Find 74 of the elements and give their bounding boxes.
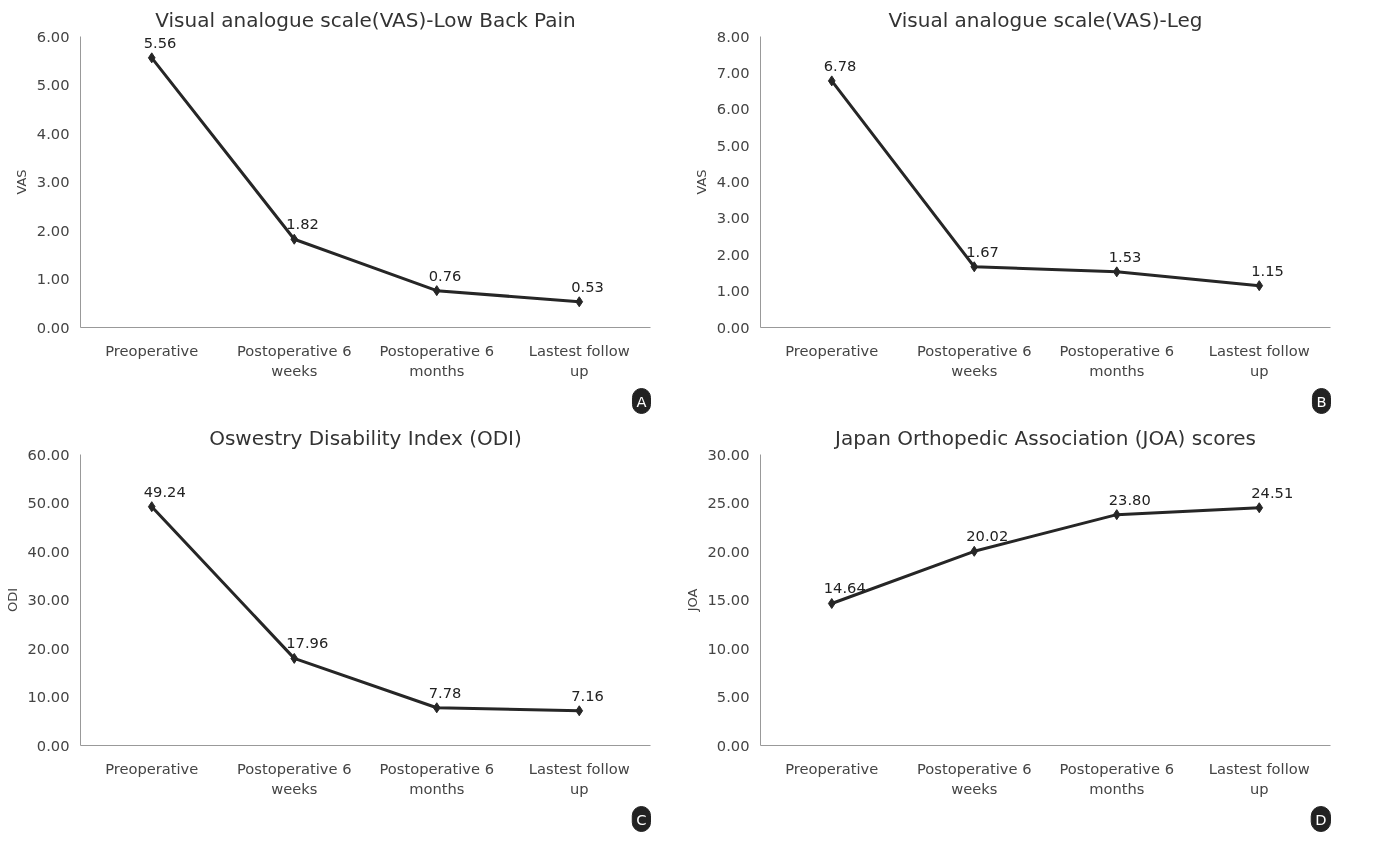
x-tick-label: Lastest follow up <box>528 759 630 797</box>
data-label: 17.96 <box>286 634 329 652</box>
y-tick-label: 3.00 <box>716 209 750 227</box>
y-tick-label: 5.00 <box>716 688 750 705</box>
y-tick-label: 0.00 <box>716 736 750 754</box>
y-tick-label: 25.00 <box>707 494 750 511</box>
y-axis-title: ODI <box>4 587 20 613</box>
text: C <box>636 810 647 828</box>
x-tick-label: Postoperative 6 months <box>379 759 494 797</box>
y-tick-label: 4.00 <box>36 124 70 142</box>
data-label: 6.78 <box>823 56 857 74</box>
data-label: 1.82 <box>286 215 319 233</box>
y-tick-label: 6.00 <box>36 27 70 45</box>
x-tick-label: Postoperative 6 weeks <box>237 341 352 379</box>
x-tick-label: Preoperative <box>105 341 199 359</box>
y-tick-label: 20.00 <box>707 542 750 560</box>
y-tick-label: 1.00 <box>36 270 70 287</box>
chart-title: Oswestry Disability Index (ODI) <box>209 425 522 450</box>
y-tick-label: 50.00 <box>27 494 70 511</box>
y-tick-label: 15.00 <box>707 591 750 608</box>
data-label: 1.53 <box>1108 247 1142 265</box>
y-axis-title: VAS <box>13 169 29 195</box>
chart-title: Visual analogue scale(VAS)-Leg <box>888 7 1203 32</box>
chart-title: Japan Orthopedic Association (JOA) scores <box>833 425 1256 450</box>
x-tick-label: Lastest follow up <box>1208 341 1310 379</box>
text: B <box>1316 392 1327 410</box>
x-tick-label: Postoperative 6 weeks <box>917 341 1032 379</box>
x-tick-label: Postoperative 6 weeks <box>917 759 1032 797</box>
y-tick-label: 0.00 <box>716 318 750 336</box>
y-tick-label: 30.00 <box>707 445 750 463</box>
x-tick-label: Preoperative <box>785 759 879 777</box>
y-tick-label: 7.00 <box>716 63 750 81</box>
data-label: 7.78 <box>428 683 462 701</box>
y-tick-label: 0.00 <box>36 736 70 754</box>
y-tick-label: 20.00 <box>27 639 70 657</box>
y-tick-label: 10.00 <box>707 639 750 657</box>
text: D <box>1315 810 1327 828</box>
x-tick-label: Postoperative 6 weeks <box>237 759 352 797</box>
x-tick-label: Postoperative 6 months <box>379 341 494 379</box>
text: 14.64 <box>823 579 866 597</box>
x-tick-label: Preoperative <box>785 341 879 359</box>
x-tick-label: Lastest follow up <box>528 341 630 379</box>
x-tick-label: Lastest follow up <box>1208 759 1310 797</box>
y-tick-label: 1.00 <box>716 282 750 300</box>
data-label: 1.67 <box>966 242 999 260</box>
y-tick-label: 40.00 <box>27 542 70 560</box>
y-tick-label: 6.00 <box>716 100 750 118</box>
y-tick-label: 5.00 <box>716 136 750 154</box>
y-tick-label: 2.00 <box>36 221 70 239</box>
y-tick-label: 0.00 <box>36 318 70 336</box>
data-label: 0.76 <box>428 266 462 284</box>
y-tick-label: 60.00 <box>27 445 70 463</box>
y-axis-title: JOA <box>684 588 700 613</box>
y-tick-label: 10.00 <box>27 688 70 705</box>
text: 20.02 <box>966 527 1009 545</box>
y-tick-label: 3.00 <box>36 173 70 190</box>
y-tick-label: 8.00 <box>716 27 750 45</box>
y-tick-label: 5.00 <box>36 76 70 93</box>
data-label: 1.15 <box>1251 261 1284 279</box>
text: 23.80 <box>1108 490 1151 508</box>
x-tick-label: Postoperative 6 months <box>1059 341 1174 379</box>
data-label: 0.53 <box>571 277 604 295</box>
chart-title: Visual analogue scale(VAS)-Low Back Pain <box>155 7 576 32</box>
data-label: 5.56 <box>143 33 177 51</box>
y-tick-label: 30.00 <box>27 591 70 608</box>
text: A <box>636 392 647 410</box>
y-axis-title: VAS <box>693 169 709 195</box>
text: 24.51 <box>1251 483 1294 501</box>
x-tick-label: Preoperative <box>105 759 199 777</box>
data-label: 7.16 <box>571 686 604 704</box>
y-tick-label: 4.00 <box>716 173 750 190</box>
y-tick-label: 2.00 <box>716 245 750 263</box>
data-label: 49.24 <box>143 482 186 500</box>
x-tick-label: Postoperative 6 months <box>1059 759 1174 797</box>
